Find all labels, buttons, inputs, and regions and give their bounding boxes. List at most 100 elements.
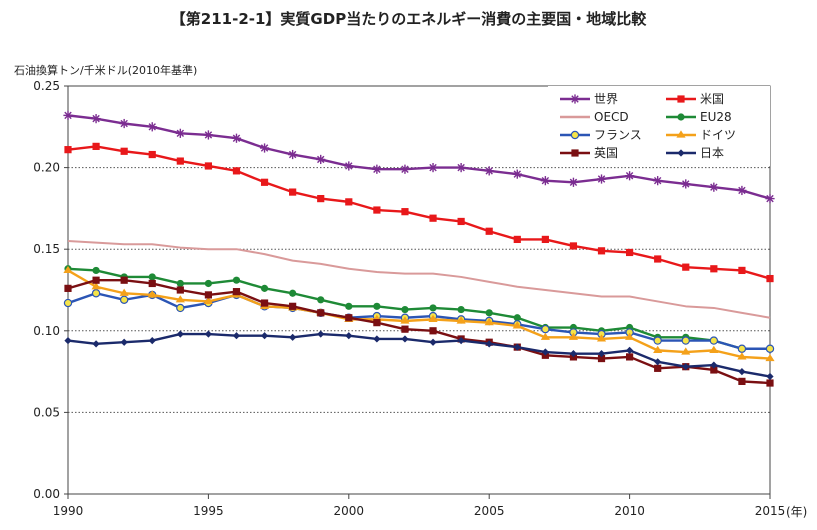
legend-label: 世界 [594, 92, 618, 106]
data-point [485, 309, 493, 317]
data-point [766, 379, 774, 387]
legend-item: 米国 [666, 92, 724, 106]
data-point [597, 354, 606, 363]
data-point [345, 302, 353, 310]
data-point [345, 314, 353, 322]
data-point [682, 363, 690, 371]
data-point [738, 266, 746, 275]
data-point [317, 296, 325, 304]
data-point [653, 336, 662, 345]
data-point [260, 178, 269, 186]
data-point [204, 291, 212, 299]
series-1 [64, 142, 774, 283]
legend-item: 日本 [666, 146, 724, 160]
data-point [232, 167, 241, 175]
data-point [570, 94, 580, 104]
x-tick-label: 2010 [614, 504, 645, 518]
data-point [372, 164, 382, 174]
data-point [653, 176, 663, 186]
data-point [260, 332, 269, 340]
data-point [485, 227, 493, 235]
legend-label: 日本 [700, 146, 724, 160]
data-point [64, 146, 72, 154]
y-tick-labels: 0.00 0.05 0.10 0.15 0.20 0.25 [33, 79, 60, 501]
series-line [67, 240, 771, 319]
x-tick-label: 2000 [334, 504, 365, 518]
data-point [231, 133, 242, 143]
data-point [260, 284, 269, 292]
data-point [289, 289, 297, 297]
data-point [457, 336, 465, 345]
data-point [571, 149, 579, 157]
data-point [428, 163, 438, 173]
data-point [457, 217, 465, 226]
data-point [681, 179, 691, 189]
data-point [569, 350, 578, 358]
y-tick-label: 0.20 [33, 161, 60, 175]
legend-label: 英国 [594, 146, 618, 160]
data-point [709, 182, 719, 192]
data-point [738, 368, 746, 376]
x-axis-unit-label: (年) [786, 505, 807, 519]
data-point [176, 286, 184, 294]
data-point [317, 309, 325, 317]
data-point [626, 248, 634, 257]
data-point [148, 273, 156, 281]
legend-item: OECD [560, 110, 629, 124]
data-point [677, 149, 685, 157]
data-point [540, 332, 550, 340]
data-point [484, 166, 494, 176]
data-point [597, 247, 606, 255]
x-tick-label: 2005 [474, 504, 505, 518]
data-point [373, 319, 381, 327]
legend-label: 米国 [700, 92, 724, 106]
data-point [63, 298, 73, 308]
data-point [596, 334, 607, 342]
data-point [203, 130, 213, 140]
data-point [232, 288, 241, 296]
data-point [92, 142, 100, 150]
data-point [63, 110, 73, 120]
data-point [429, 338, 437, 346]
legend-label: フランス [594, 128, 642, 142]
legend-label: EU28 [700, 110, 732, 124]
data-point [569, 242, 578, 250]
legend-item: 英国 [560, 146, 618, 160]
data-point [681, 347, 691, 355]
series-3 [64, 265, 774, 353]
data-point [653, 345, 663, 353]
data-point [317, 330, 325, 338]
data-point [513, 235, 521, 244]
data-point [710, 361, 718, 369]
legend-item: EU28 [666, 110, 732, 124]
data-point [148, 150, 156, 159]
data-point [626, 346, 634, 354]
y-tick-label: 0.15 [33, 242, 60, 256]
data-point [541, 348, 549, 356]
data-point [260, 299, 269, 307]
data-point [373, 335, 381, 343]
data-point [204, 162, 212, 170]
data-point [654, 364, 662, 372]
series-7 [64, 330, 774, 381]
data-point [429, 214, 437, 222]
data-point [204, 279, 212, 288]
data-point [457, 305, 465, 314]
data-point [63, 265, 73, 274]
data-point [401, 335, 409, 343]
data-point [737, 185, 747, 196]
data-point [681, 336, 690, 345]
data-point [428, 314, 438, 322]
data-point [289, 302, 297, 310]
data-point [92, 266, 100, 275]
data-point [513, 343, 521, 351]
series-0 [63, 110, 775, 204]
data-point [176, 279, 184, 288]
data-point [654, 255, 662, 263]
y-tick-label: 0.10 [33, 324, 60, 338]
data-point [710, 265, 718, 273]
data-point [568, 177, 579, 187]
data-point [570, 130, 580, 140]
